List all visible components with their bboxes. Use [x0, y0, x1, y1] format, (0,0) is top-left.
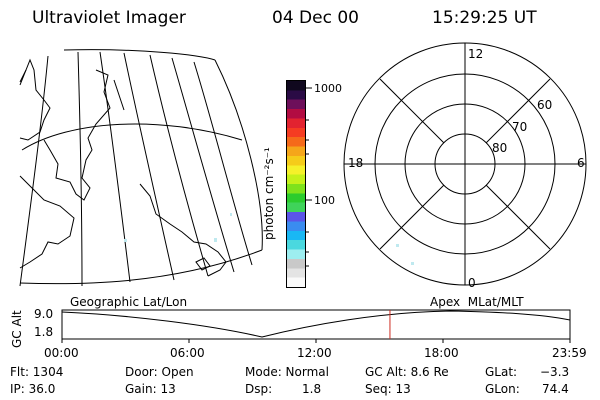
- meridian-line: [19, 55, 49, 287]
- meridian-line: [149, 54, 209, 277]
- mlt-label-0: 0: [468, 276, 476, 290]
- dsp-value: 1.8: [302, 382, 322, 396]
- meridian-line: [123, 52, 175, 281]
- timeline-frame: [61, 309, 571, 340]
- colorbar-tick-1000: 1000: [314, 82, 342, 95]
- meridian-line: [99, 51, 131, 283]
- instrument-title: Ultraviolet Imager: [32, 8, 186, 28]
- emission-pixel: [230, 213, 232, 216]
- altitude-curve: [61, 310, 571, 338]
- meridian-line: [171, 57, 235, 273]
- meridian-line: [193, 61, 253, 266]
- glat-label: GLat:: [485, 365, 518, 379]
- colorbar-tick-100: 100: [314, 194, 335, 207]
- flight-number: Flt: 1304: [10, 365, 64, 379]
- latitude-line: [19, 249, 263, 285]
- mlat-label-70: 70: [512, 120, 528, 134]
- colorbar-ticks: [306, 87, 312, 267]
- dsp-label: Dsp:: [245, 382, 273, 396]
- gc-altitude: GC Alt: 8.6 Re: [365, 365, 449, 379]
- time-tick-1200: 12:00: [297, 346, 332, 360]
- latitude-line: [21, 123, 243, 151]
- glon-label: GLon:: [485, 382, 520, 396]
- mlt-label-18: 18: [348, 156, 364, 170]
- glat-value: −3.3: [540, 365, 570, 379]
- earth-limb: [63, 49, 216, 61]
- emission-pixel: [411, 262, 414, 265]
- date-label: 04 Dec 00: [272, 8, 359, 28]
- coastline: [19, 69, 27, 83]
- gc-alt-tick-min: 1.8: [34, 325, 54, 339]
- emission-pixel: [124, 239, 127, 242]
- gain-value: Gain: 13: [125, 382, 176, 396]
- emission-pixel: [396, 244, 399, 247]
- time-label: 15:29:25 UT: [432, 8, 537, 28]
- mlt-label-12: 12: [468, 47, 484, 61]
- door-status: Door: Open: [125, 365, 194, 379]
- earth-limb: [214, 59, 263, 251]
- polar-diagonal: [379, 78, 445, 144]
- coastline: [195, 257, 211, 271]
- time-tick-0600: 06:00: [170, 346, 205, 360]
- mode-value: Mode: Normal: [245, 365, 329, 379]
- apex-mlat-mlt-label: Apex MLat/MLT: [430, 295, 524, 309]
- sequence-value: Seq: 13: [365, 382, 411, 396]
- coastline: [19, 175, 75, 269]
- coastline: [43, 69, 111, 201]
- coastline: [139, 183, 227, 277]
- meridian-line: [77, 51, 83, 287]
- coastline: [113, 79, 125, 111]
- gc-alt-tick-max: 9.0: [34, 307, 54, 321]
- mlat-label-60: 60: [537, 98, 553, 112]
- colorbar: [286, 80, 306, 288]
- polar-diagonal: [485, 78, 551, 144]
- geographic-latlon-label: Geographic Lat/Lon: [70, 295, 188, 309]
- ip-value: IP: 36.0: [10, 382, 56, 396]
- emission-pixel: [214, 238, 217, 242]
- time-tick-0000: 00:00: [44, 346, 79, 360]
- polar-diagonal: [379, 184, 445, 250]
- glon-value: 74.4: [542, 382, 569, 396]
- coastline: [19, 58, 51, 141]
- mlat-label-80: 80: [492, 141, 508, 155]
- time-tick-1800: 18:00: [424, 346, 459, 360]
- polar-diagonal: [485, 184, 551, 250]
- mlt-label-6: 6: [577, 156, 585, 170]
- time-tick-2359: 23:59: [552, 346, 587, 360]
